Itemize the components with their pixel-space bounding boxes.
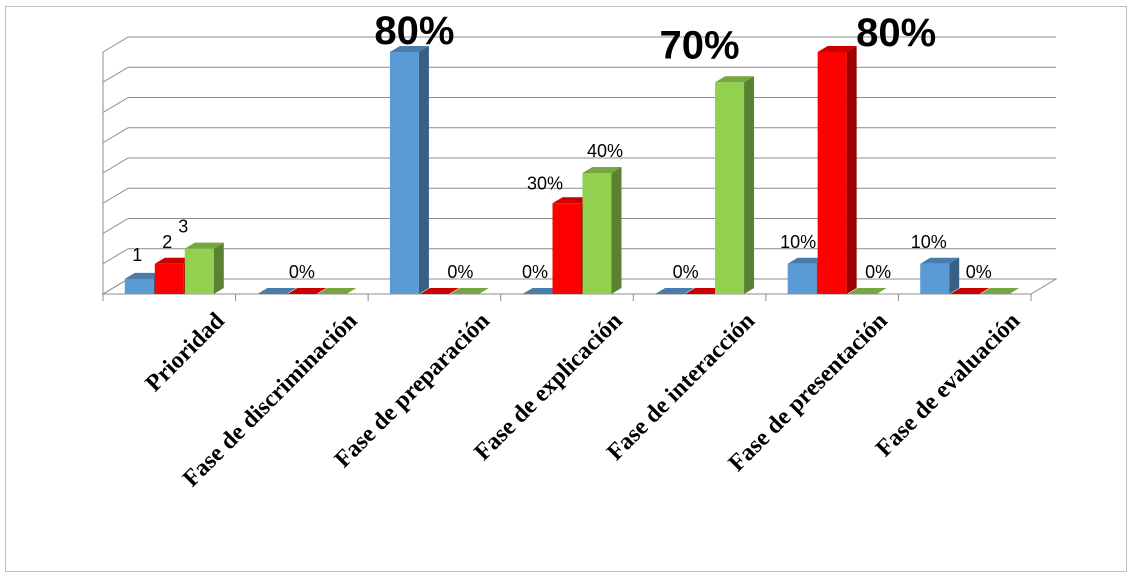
data-label: 0% [865, 262, 891, 282]
bar-top [950, 288, 990, 294]
category-label: Fase de evaluación [871, 308, 1025, 462]
bar-front [389, 52, 419, 294]
bar [847, 288, 887, 294]
bar-front [124, 278, 154, 294]
bar-front [184, 248, 214, 294]
bar-top [920, 257, 960, 264]
bar-side [846, 46, 857, 294]
bar-side [418, 46, 429, 294]
bar-front [154, 263, 184, 294]
bar-top [449, 288, 489, 294]
category-label: Fase de explicación [470, 308, 628, 466]
gridline-side [102, 97, 129, 113]
bar-top [419, 288, 459, 294]
bar-top [685, 288, 725, 294]
data-label: 3 [178, 217, 188, 237]
bar [449, 288, 489, 294]
bar [980, 288, 1020, 294]
category-label: Fase de interacción [602, 308, 760, 466]
bar [419, 288, 459, 294]
bar-top [184, 242, 224, 249]
gridline-side [102, 248, 129, 265]
data-label: 0% [447, 262, 473, 282]
data-label: 0% [522, 262, 548, 282]
bar-top [287, 288, 327, 294]
gridline-side [102, 218, 129, 234]
bar [950, 288, 990, 294]
bar-top [655, 288, 695, 294]
bar [317, 288, 357, 294]
chart-frame: 1 2 3 0% 80% 0% 0% 30% 40% 0% 70% 10% 80% 0% 10% 0% Pri… [5, 6, 1127, 572]
bar [920, 257, 960, 294]
bar-top [257, 288, 297, 294]
bar-side [949, 257, 960, 294]
data-label: 10% [780, 232, 816, 252]
bar-top [582, 167, 622, 173]
bar-side [744, 76, 755, 294]
gridline-side [102, 36, 129, 53]
bar-top [389, 46, 429, 52]
bar-top [817, 46, 857, 52]
bar-side [213, 242, 224, 294]
bar [522, 288, 562, 294]
data-label: 0% [289, 262, 315, 282]
bar [655, 288, 695, 294]
bar-top [552, 197, 592, 204]
bar-top [154, 257, 194, 264]
gridline-side [102, 127, 129, 144]
bar-front [817, 52, 847, 294]
bar-top [715, 76, 755, 83]
data-label: 2 [162, 232, 172, 252]
bar [817, 46, 857, 294]
gridline-side [102, 157, 129, 174]
category-label: Prioridad [141, 307, 231, 397]
data-label: 0% [673, 262, 699, 282]
bar-top [980, 288, 1020, 294]
data-label: 80% [856, 11, 936, 55]
bar [287, 288, 327, 294]
bar-front [715, 82, 745, 294]
data-label: 40% [587, 141, 623, 161]
data-label: 30% [527, 173, 563, 193]
bar [582, 167, 622, 294]
bars [124, 46, 1020, 294]
bar-front [787, 263, 817, 294]
bar [184, 242, 224, 294]
data-label: 80% [374, 9, 454, 53]
gridline-side [102, 66, 129, 83]
bar [685, 288, 725, 294]
bar-front [920, 263, 950, 294]
bar-top [317, 288, 357, 294]
data-label: 0% [966, 262, 992, 282]
bar [715, 76, 755, 294]
data-label: 10% [911, 232, 947, 252]
data-label: 70% [660, 23, 740, 67]
bar-top [787, 257, 827, 264]
bar [389, 46, 429, 294]
bar-side [611, 167, 622, 294]
bar-top [522, 288, 562, 294]
bar-front [552, 203, 582, 294]
data-label: 1 [132, 245, 142, 265]
gridline-side [102, 187, 129, 204]
bar-front [582, 173, 612, 294]
bar-top [847, 288, 887, 294]
bar [257, 288, 297, 294]
bar-top [124, 272, 164, 279]
